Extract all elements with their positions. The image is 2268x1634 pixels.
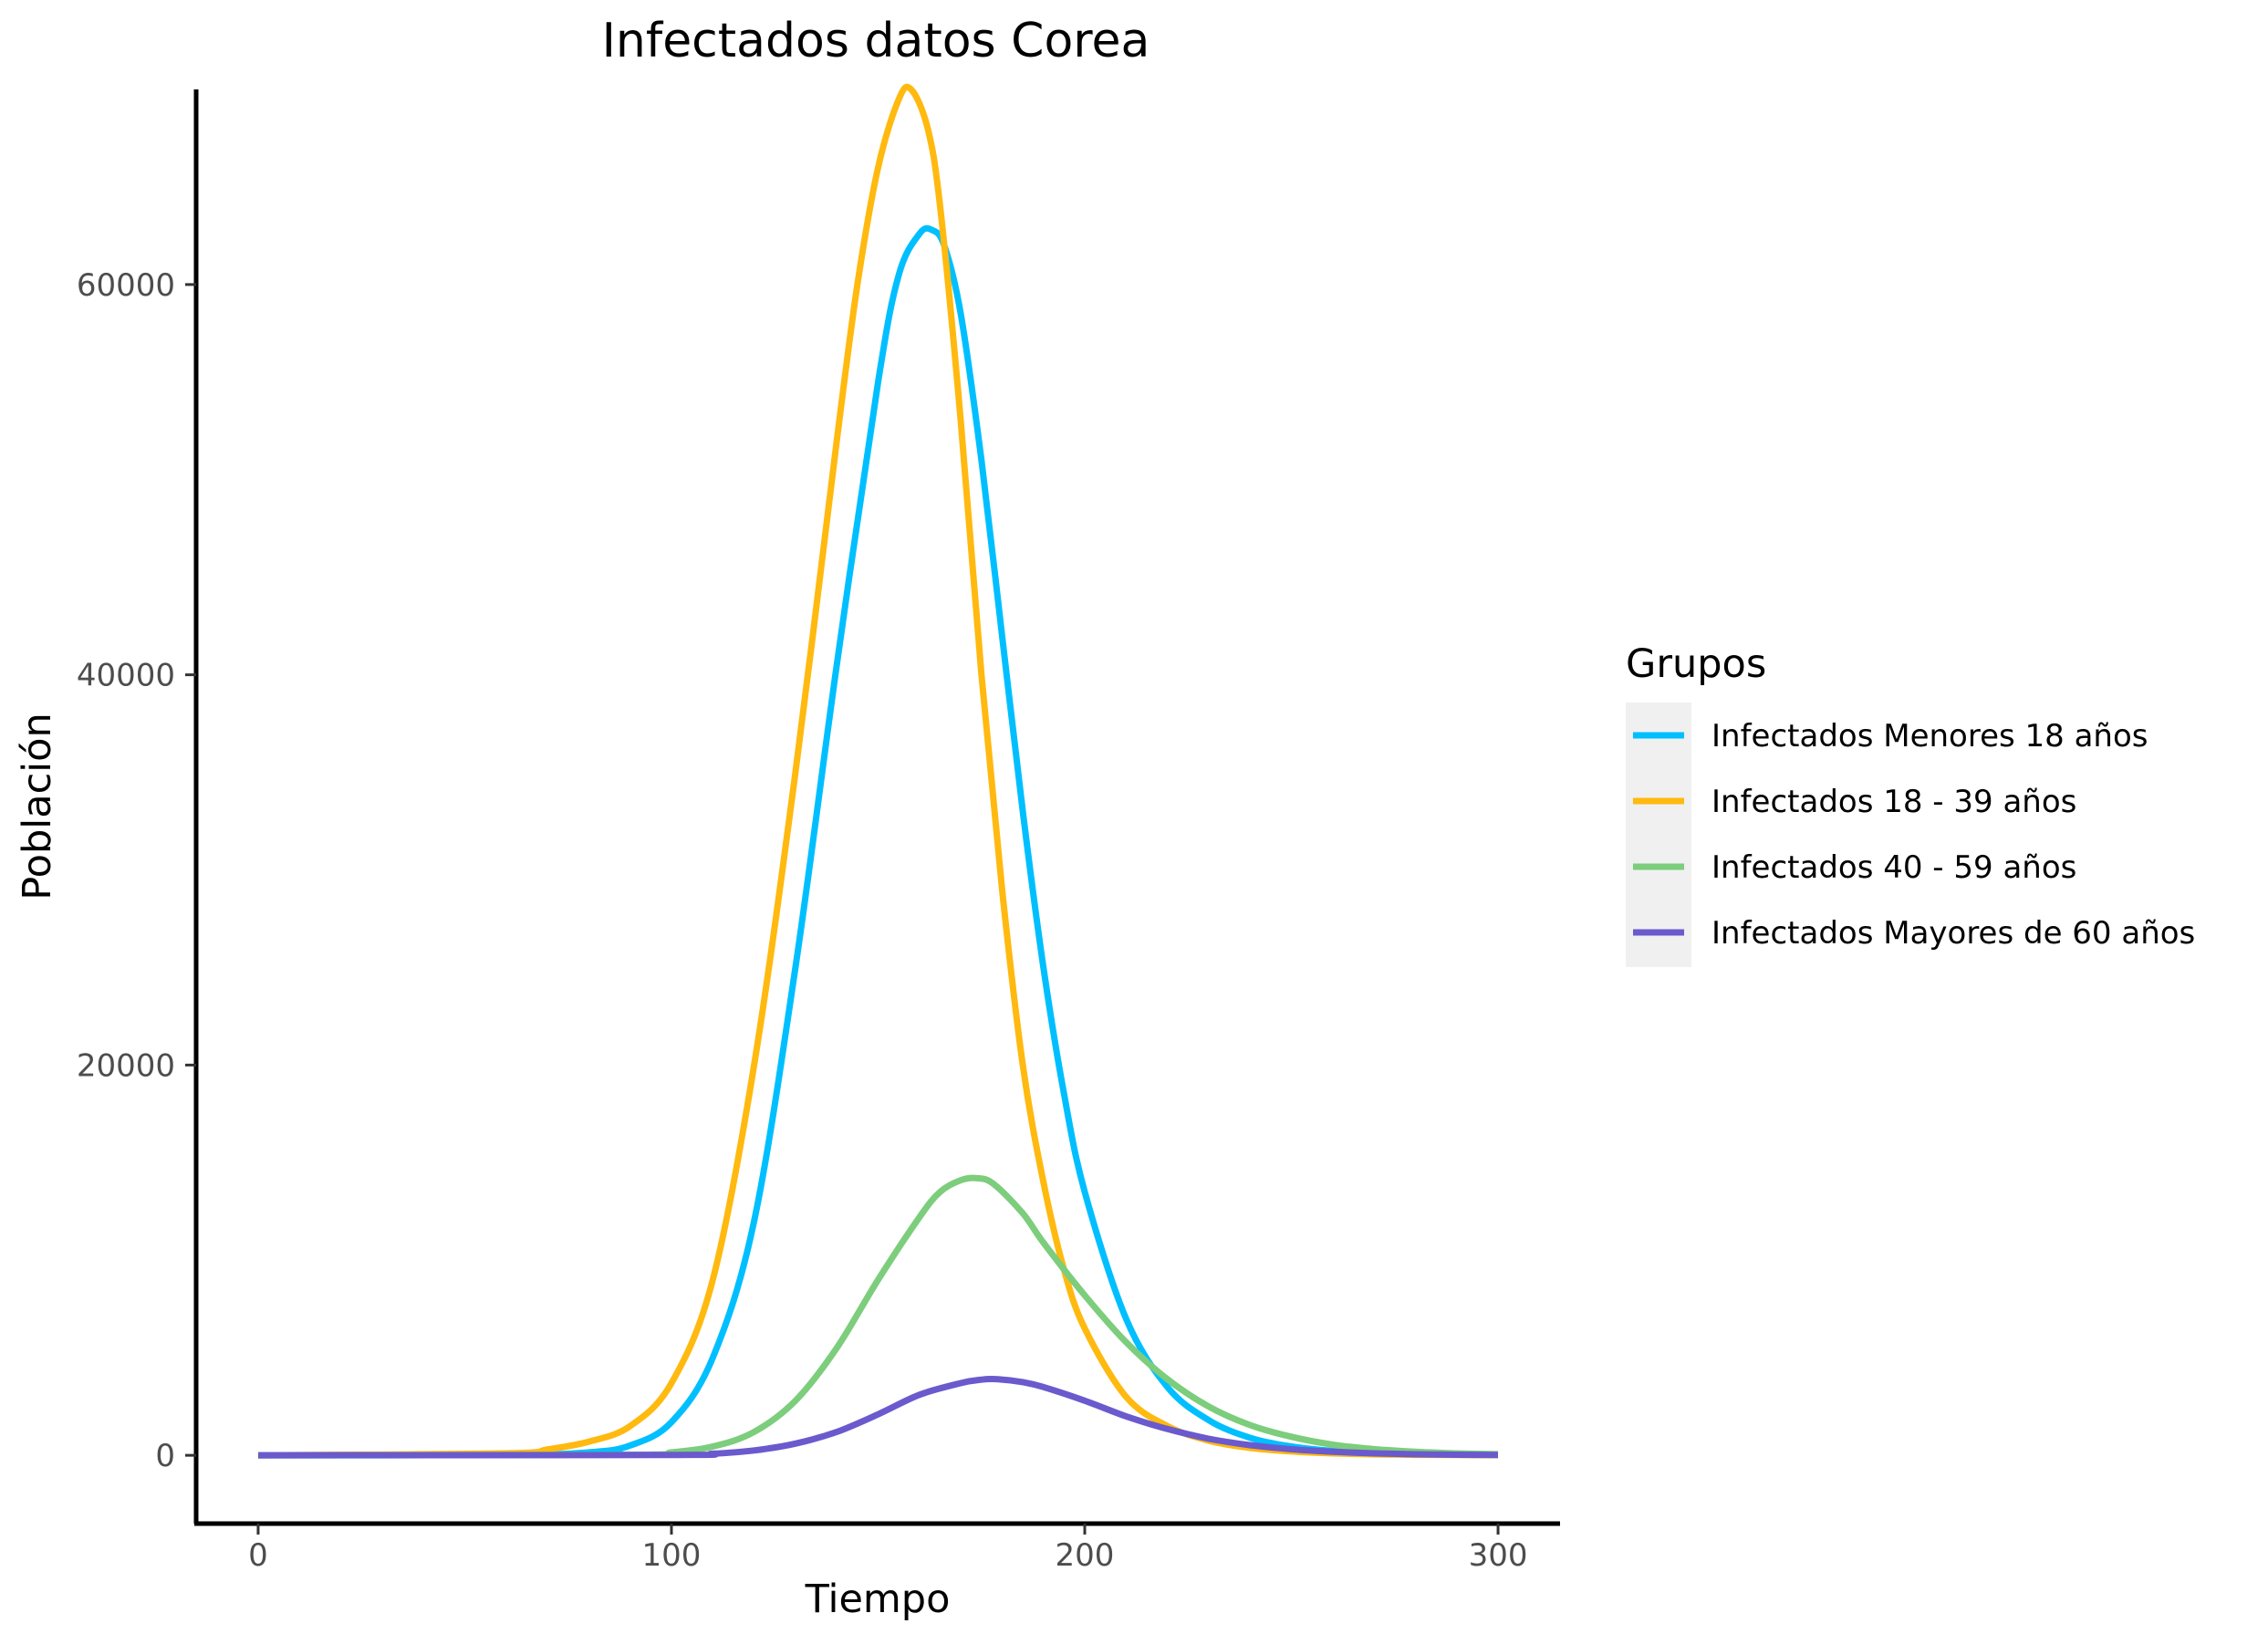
legend-items: Infectados Menores 18 años Infectados 18 … [1633, 718, 2195, 952]
legend-label: Infectados Mayores de 60 años [1711, 915, 2195, 952]
x-ticks: 0 100 200 300 [248, 1524, 1527, 1574]
legend-label: Infectados 18 - 39 años [1711, 784, 2076, 820]
axes [193, 89, 1560, 1526]
x-tick-label: 200 [1056, 1537, 1115, 1574]
y-tick-label: 20000 [77, 1047, 175, 1084]
y-tick-label: 40000 [77, 658, 175, 694]
y-ticks: 0 20000 40000 60000 [77, 267, 196, 1474]
series-lines [257, 83, 1499, 1459]
legend-label: Infectados Menores 18 años [1711, 718, 2148, 755]
y-axis-title: Población [15, 713, 60, 900]
series-line-infectados-40-59-anos [257, 1174, 1499, 1459]
legend: Grupos Infectados Menores 18 añosInfecta… [1626, 641, 2195, 967]
series-line-infectados-menores-18-anos [257, 224, 1499, 1459]
chart-title: Infectados datos Corea [602, 14, 1150, 68]
series-line-infectados-mayores-de-60-anos [257, 1375, 1499, 1459]
y-tick-label: 0 [155, 1438, 175, 1474]
x-tick-label: 100 [642, 1537, 702, 1574]
legend-title: Grupos [1626, 641, 1766, 687]
x-tick-label: 0 [248, 1537, 268, 1574]
legend-key-background [1626, 703, 1691, 967]
x-axis-title: Tiempo [805, 1577, 951, 1622]
x-tick-label: 300 [1469, 1537, 1528, 1574]
y-tick-label: 60000 [77, 267, 175, 304]
series-line-infectados-18-39-anos [257, 83, 1499, 1459]
legend-label: Infectados 40 - 59 años [1711, 849, 2076, 886]
